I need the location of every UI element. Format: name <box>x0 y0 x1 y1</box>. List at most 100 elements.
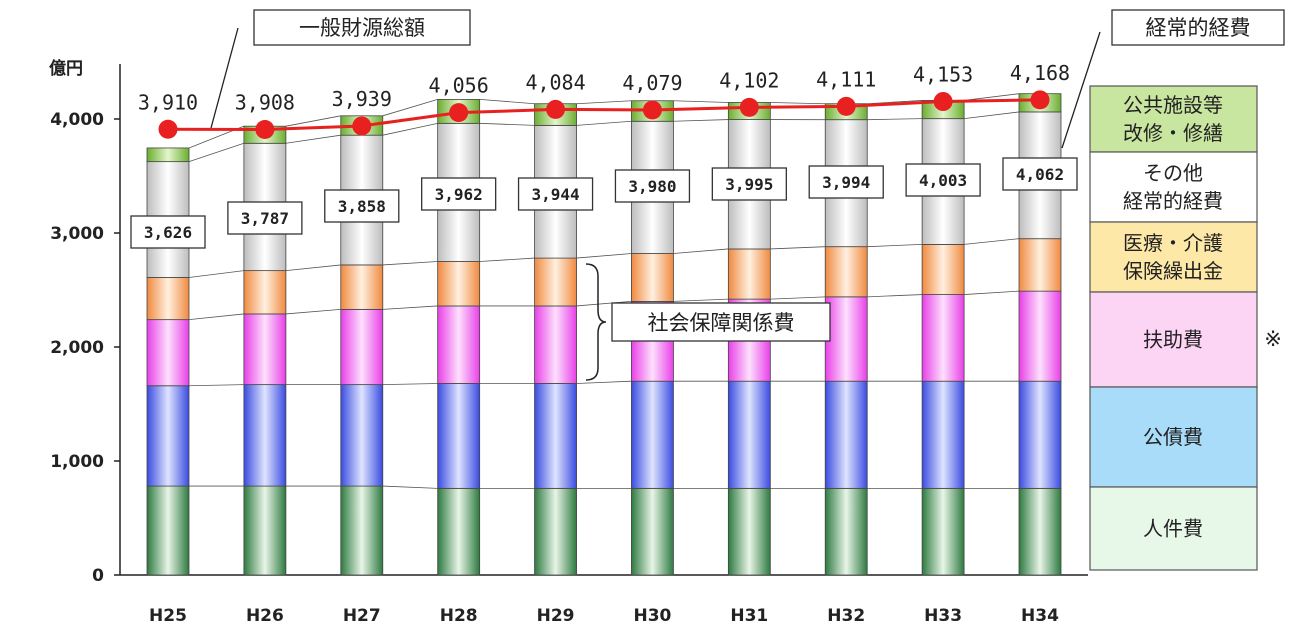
line-series <box>167 98 1041 131</box>
connector-line <box>382 485 438 489</box>
bar-segment <box>146 319 190 387</box>
bar-segment <box>146 385 190 487</box>
connector-line <box>188 384 244 387</box>
bar-segment <box>824 246 868 298</box>
bar-segment <box>824 380 868 489</box>
line-point <box>352 116 372 136</box>
connector-line <box>770 102 826 105</box>
connector-line <box>770 296 826 300</box>
keizyou-total-label: 3,980 <box>628 177 676 196</box>
line-point <box>158 119 178 139</box>
bar-segment <box>1018 380 1062 489</box>
keizyou-total-box <box>614 169 691 203</box>
y-tick-label: 4,000 <box>50 110 104 130</box>
pointer-line <box>1061 31 1101 149</box>
connector-line <box>673 248 729 254</box>
keizyou-total-box <box>517 177 594 211</box>
bar-segment <box>437 261 481 307</box>
bar-segment <box>824 296 868 382</box>
bar-segment <box>824 487 868 576</box>
connector-line <box>479 257 535 262</box>
bar-segment <box>534 383 577 489</box>
line-value-label: 4,084 <box>525 70 585 94</box>
bar-segment <box>243 485 287 576</box>
legend-label: 改修・修繕 <box>1123 121 1223 145</box>
line-title: 一般財源総額 <box>299 16 425 40</box>
line-value-label: 3,939 <box>332 87 392 111</box>
keizyou-total-box <box>711 167 787 201</box>
keizyou-total-box <box>421 177 497 211</box>
connector-line <box>867 100 923 105</box>
keizyou-total-label: 3,995 <box>725 175 773 194</box>
line-value-label: 3,910 <box>138 90 198 114</box>
line-value-label: 4,079 <box>622 71 682 95</box>
keizyou-total-box <box>324 189 400 223</box>
connector-line <box>867 118 923 121</box>
bar-segment <box>243 270 287 315</box>
connector-line <box>382 122 438 136</box>
connector-line <box>867 244 923 248</box>
line-point <box>836 96 856 116</box>
x-tick-label: H27 <box>343 606 381 626</box>
bar-segment <box>146 485 190 576</box>
x-tick-label: H26 <box>246 606 284 626</box>
keizyou-total-box <box>905 163 981 197</box>
connector-line <box>964 238 1020 245</box>
connector-line <box>382 383 438 386</box>
keizyou-total-labels: 3,626 3,787 3,858 3,962 3,944 3,980 3,995 3,994… <box>130 157 1078 249</box>
legend-label: 公債費 <box>1143 425 1203 449</box>
line-value-label: 4,056 <box>429 74 489 98</box>
brace <box>585 263 607 381</box>
bar-segment <box>243 313 287 386</box>
x-tick-label: H28 <box>440 606 478 626</box>
connector-line <box>673 298 729 302</box>
line-title-box <box>253 9 471 46</box>
connector-line <box>285 115 341 127</box>
connector-line <box>576 380 632 384</box>
connectors <box>188 93 1020 489</box>
keizyou-total-label: 3,994 <box>822 173 870 192</box>
x-tick-label: H30 <box>633 606 671 626</box>
connector-line <box>867 294 923 298</box>
x-tick-label: H33 <box>924 606 962 626</box>
bar-segment <box>631 487 674 576</box>
keizyou-title: 経常的経費 <box>1146 16 1251 40</box>
bar-segment <box>727 248 771 300</box>
x-tick-label: H31 <box>730 606 768 626</box>
keizyou-total-box <box>227 201 303 235</box>
legend-label: 人件費 <box>1143 517 1203 541</box>
legend-label: 経常的経費 <box>1123 189 1223 213</box>
y-axis-label: 億円 <box>49 58 83 79</box>
connector-line <box>382 99 438 117</box>
bar-segment <box>340 485 384 576</box>
bar-segment <box>243 384 287 487</box>
connector-line <box>576 301 632 307</box>
connector-line <box>188 142 245 163</box>
legend-label: その他 <box>1143 161 1203 185</box>
bar-segment <box>146 277 190 321</box>
bar-segment <box>437 383 481 489</box>
legend-item <box>1089 221 1258 293</box>
x-tick-label: H29 <box>537 606 575 626</box>
connector-line <box>770 246 826 250</box>
note-mark: ※ <box>1264 327 1282 351</box>
bar-segment <box>340 308 384 386</box>
connector-line <box>479 122 535 126</box>
legend-label: 公共施設等 <box>1123 93 1223 117</box>
bar-segment <box>534 305 577 384</box>
y-tick-label: 3,000 <box>50 224 104 244</box>
legend-label: 医療・介護 <box>1123 231 1223 255</box>
line-value-label: 4,168 <box>1010 61 1070 85</box>
connector-line <box>188 270 244 278</box>
bar-segment <box>921 380 965 489</box>
connector-line <box>479 98 535 105</box>
bar-segment <box>921 243 965 295</box>
bar-segment <box>921 294 965 382</box>
x-tick-label: H34 <box>1021 606 1059 626</box>
general-revenue-line: 3,910 3,908 3,939 4,056 4,084 4,079 4,102 4,111… <box>138 61 1070 139</box>
line-point <box>449 103 469 123</box>
line-point <box>1030 90 1050 110</box>
